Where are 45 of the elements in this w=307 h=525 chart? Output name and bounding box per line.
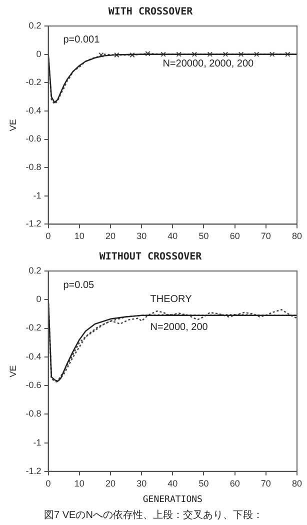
chart-title: WITH CROSSOVER (108, 6, 194, 18)
y-tick-label: -0.6 (26, 134, 42, 144)
x-tick-label: 10 (74, 231, 84, 242)
y-tick-label: -0.4 (26, 105, 42, 116)
x-tick-label: 0 (46, 231, 51, 242)
y-tick-label: -1.2 (26, 218, 42, 229)
y-tick-label: -0.8 (26, 408, 42, 419)
x-tick-label: 0 (46, 478, 51, 488)
x-tick-label: 30 (136, 231, 147, 242)
annotation: p=0.05 (63, 280, 95, 291)
y-tick-label: -0.2 (26, 77, 42, 88)
y-tick-label: -1.2 (26, 466, 42, 476)
x-tick-label: 70 (260, 231, 271, 242)
x-tick-label: 70 (260, 478, 271, 488)
y-tick-label: -1 (33, 437, 42, 448)
caption: 図7 VEのNへの依存性、上段：交叉あり、下段： (43, 508, 264, 522)
y-tick-label: 0.2 (28, 20, 42, 30)
x-tick-label: 30 (136, 478, 147, 488)
x-tick-label: 40 (168, 231, 178, 242)
chart-title: WITHOUT CROSSOVER (99, 252, 203, 263)
y-tick-label: -0.8 (26, 162, 42, 172)
x-tick-label: 50 (198, 231, 209, 242)
y-tick-label: -0.6 (26, 380, 42, 390)
annotation: N=2000, 200 (150, 322, 208, 333)
x-tick-label: 10 (74, 478, 84, 488)
y-tick-label: 0 (36, 294, 42, 304)
x-tick-label: 60 (230, 231, 240, 242)
y-tick-label: -1 (33, 190, 42, 200)
y-tick-label: -0.2 (26, 322, 42, 333)
x-tick-label: 20 (105, 478, 116, 488)
annotation: N=20000, 2000, 200 (162, 58, 254, 70)
y-axis-title: VE (8, 365, 18, 378)
x-tick-label: 20 (105, 231, 116, 242)
y-axis-title: VE (8, 119, 18, 132)
annotation: THEORY (150, 294, 192, 305)
x-tick-label: 60 (230, 478, 240, 488)
x-tick-label: 80 (292, 231, 302, 242)
x-tick-label: 80 (292, 478, 302, 488)
annotation: p=0.001 (63, 34, 100, 46)
y-tick-label: -0.4 (26, 351, 42, 362)
x-tick-label: 50 (198, 478, 209, 488)
y-tick-label: 0 (36, 48, 42, 59)
y-tick-label: 0.2 (28, 265, 42, 276)
x-tick-label: 40 (168, 478, 178, 488)
x-axis-title: GENERATIONS (142, 494, 202, 505)
